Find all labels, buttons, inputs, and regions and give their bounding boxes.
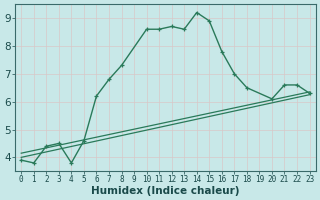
X-axis label: Humidex (Indice chaleur): Humidex (Indice chaleur) [91, 186, 240, 196]
